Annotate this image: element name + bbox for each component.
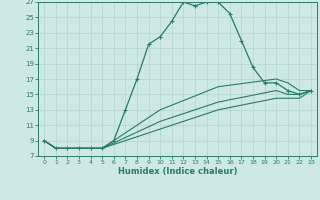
- X-axis label: Humidex (Indice chaleur): Humidex (Indice chaleur): [118, 167, 237, 176]
